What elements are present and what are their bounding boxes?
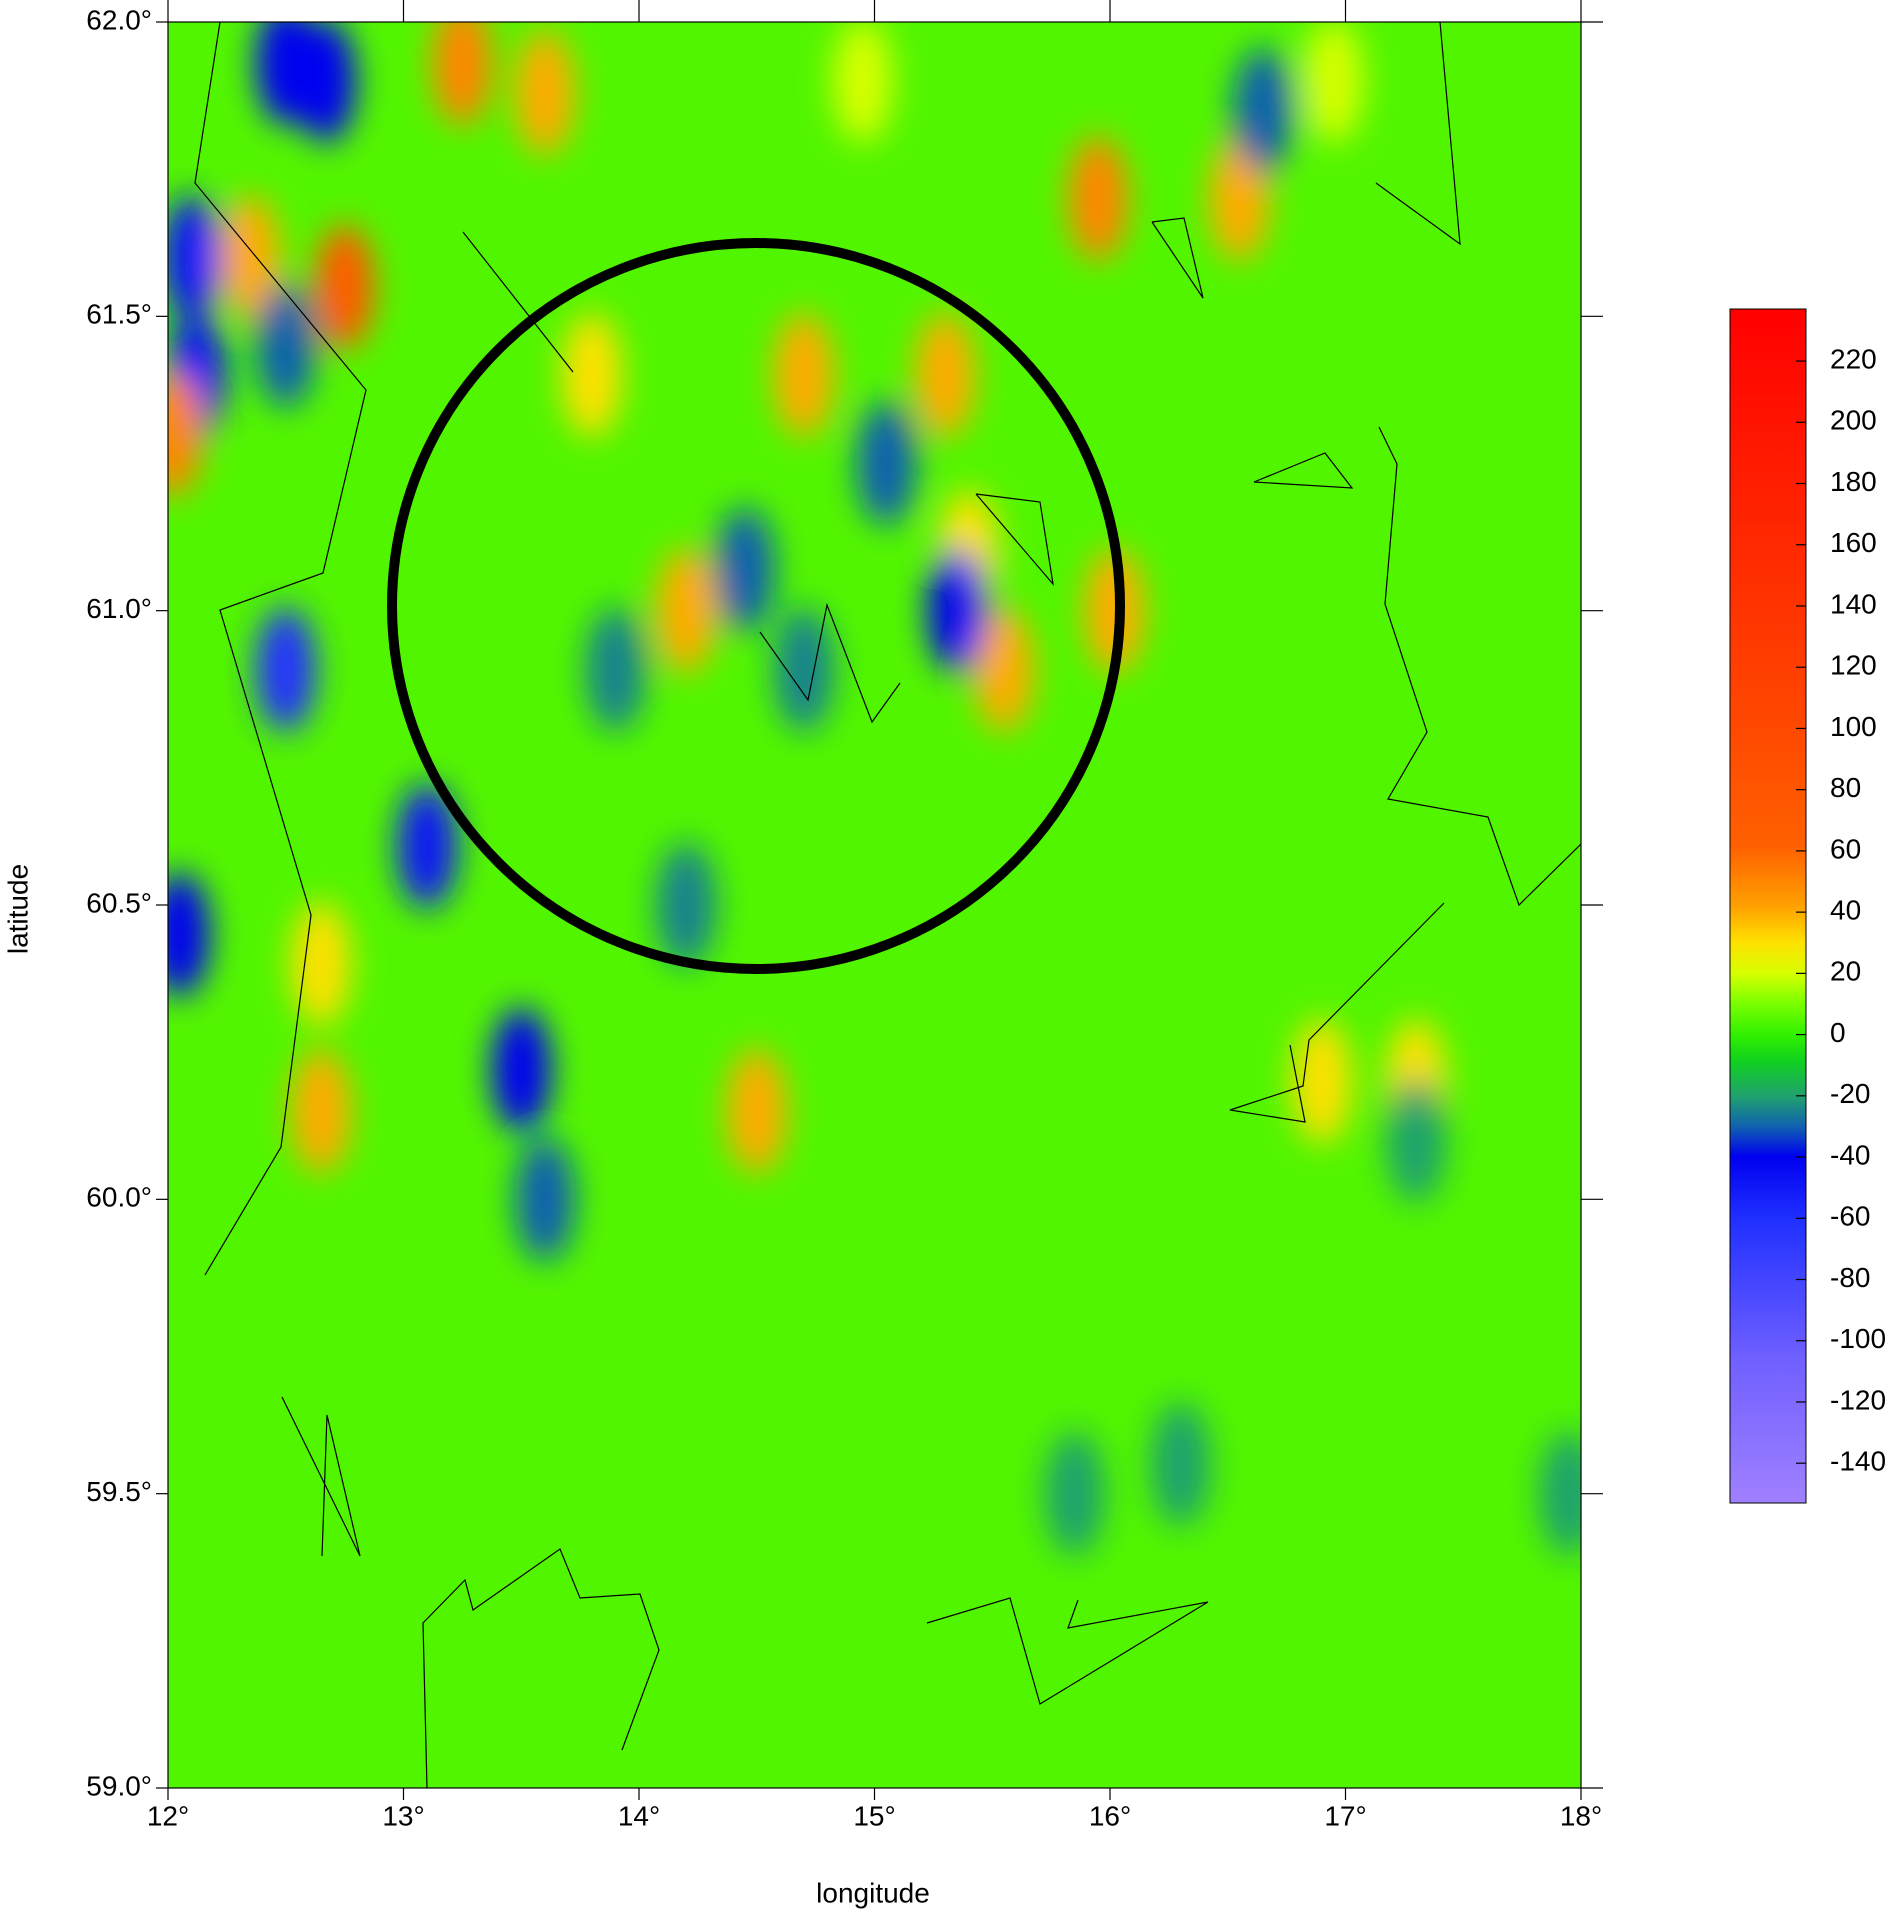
x-tick-label: 15° — [853, 1800, 895, 1831]
anomaly — [295, 22, 356, 143]
fault-line — [281, 1396, 361, 1557]
colorbar-tick-label: 80 — [1830, 772, 1861, 803]
x-tick-label: 12° — [147, 1800, 189, 1831]
colorbar-tick-label: 200 — [1830, 405, 1877, 436]
colorbar-tick-label: 60 — [1830, 833, 1861, 864]
axes: 12° 13° 14° 15° 16° 17° 18° 59.0° 59.5° 60.0° 60.5… — [86, 0, 1603, 1831]
anomaly — [915, 313, 976, 438]
colorbar-tick-label: -80 — [1830, 1262, 1870, 1293]
anomaly — [1084, 548, 1145, 673]
colorbar-tick-label: 160 — [1830, 527, 1877, 558]
anomaly — [561, 313, 622, 438]
anomaly — [1291, 1019, 1352, 1144]
anomaly — [726, 1049, 787, 1174]
colorbar-tick-label: -120 — [1830, 1384, 1886, 1415]
anomaly — [974, 607, 1035, 732]
fault-line — [759, 602, 901, 724]
anomaly — [291, 901, 352, 1026]
fault-line — [975, 493, 1054, 587]
fault-line — [926, 1597, 1209, 1705]
x-tick-label: 18° — [1560, 1800, 1602, 1831]
fault-line — [422, 1548, 660, 1788]
anomaly — [514, 30, 575, 155]
anomaly — [514, 1137, 575, 1262]
y-tick-label: 61.5° — [86, 299, 152, 330]
fault-line — [194, 22, 367, 1276]
anomaly — [714, 507, 775, 632]
anomaly — [168, 872, 210, 997]
y-tick-label: 61.0° — [86, 593, 152, 624]
anomaly — [856, 401, 917, 526]
colorbar-tick-label: 0 — [1830, 1017, 1846, 1048]
y-tick-label: 60.0° — [86, 1182, 152, 1213]
colorbar-tick-label: -100 — [1830, 1323, 1886, 1354]
anomaly — [314, 224, 375, 349]
anomaly — [656, 548, 717, 673]
colorbar-tick-label: 20 — [1830, 956, 1861, 987]
field-background — [168, 22, 1581, 1788]
anomaly — [1539, 1431, 1581, 1556]
colorbar-tick-label: -40 — [1830, 1139, 1870, 1170]
anomaly — [220, 195, 281, 320]
colorbar-axis: -140 -120 -100 -80 -60 -40 -20 0 20 40 60 80 100 120 1… — [1796, 343, 1886, 1477]
anomaly — [1044, 1431, 1105, 1556]
colorbar-tick-label: 220 — [1830, 343, 1877, 374]
fault-line — [1378, 426, 1581, 907]
colorbar-tick-label: -60 — [1830, 1201, 1870, 1232]
anomaly — [832, 22, 893, 143]
x-tick-label: 14° — [618, 1800, 660, 1831]
x-tick-label: 17° — [1324, 1800, 1366, 1831]
anomaly — [926, 548, 987, 673]
anomaly — [432, 22, 493, 126]
y-axis-label: latitude — [2, 864, 33, 954]
anomaly-field — [168, 22, 1581, 1556]
anomaly — [1303, 22, 1364, 143]
anomaly — [1386, 1078, 1447, 1203]
x-axis-label: longitude — [816, 1877, 930, 1908]
colorbar-tick-label: 40 — [1830, 895, 1861, 926]
colorbar-tick-label: -20 — [1830, 1078, 1870, 1109]
fault-lines — [194, 22, 1581, 1788]
anomaly — [773, 607, 834, 732]
anomaly — [291, 1049, 352, 1174]
anomaly — [656, 843, 717, 967]
highlight-circle — [387, 238, 1125, 974]
fault-line — [1229, 902, 1445, 1123]
fault-line — [1375, 22, 1461, 246]
y-tick-label: 59.0° — [86, 1770, 152, 1801]
colorbar-tick-label: 120 — [1830, 650, 1877, 681]
x-tick-label: 13° — [382, 1800, 424, 1831]
fault-line — [462, 231, 574, 373]
fault-line — [1151, 217, 1204, 299]
anomaly — [491, 1007, 552, 1132]
anomaly — [585, 607, 646, 732]
anomaly — [1150, 1402, 1211, 1527]
x-tick-label: 16° — [1089, 1800, 1131, 1831]
y-tick-label: 59.5° — [86, 1476, 152, 1507]
anomaly — [168, 195, 222, 320]
anomaly — [773, 313, 834, 438]
colorbar-tick-label: 180 — [1830, 466, 1877, 497]
colorbar — [1729, 308, 1807, 1504]
fault-line — [1253, 452, 1354, 489]
anomaly — [168, 372, 203, 497]
anomaly — [255, 607, 316, 732]
y-tick-label: 62.0° — [86, 4, 152, 35]
y-tick-label: 60.5° — [86, 887, 152, 918]
anomaly — [1233, 48, 1294, 173]
colorbar-tick-label: -140 — [1830, 1446, 1886, 1477]
anomaly — [255, 283, 316, 408]
anomaly — [397, 784, 458, 909]
colorbar-tick-label: 140 — [1830, 588, 1877, 619]
anomaly — [1068, 136, 1129, 261]
colorbar-tick-label: 100 — [1830, 711, 1877, 742]
